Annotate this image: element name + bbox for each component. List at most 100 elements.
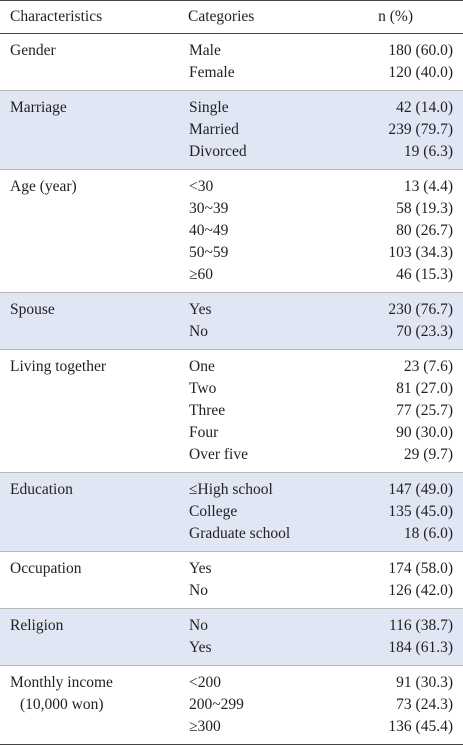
count-cell: 29 (9.7) <box>403 446 453 463</box>
category-cell: No <box>189 617 208 634</box>
category-cell: One <box>189 358 215 375</box>
count-cell: 13 (4.4) <box>403 178 453 195</box>
characteristic-cell <box>0 580 188 609</box>
category-cell: Yes <box>189 301 212 318</box>
characteristic-cell: Living together <box>0 350 188 379</box>
count-cell: 18 (6.0) <box>403 525 453 542</box>
characteristic-cell <box>0 523 188 552</box>
table-row: Married 239 (79.7) <box>0 119 463 141</box>
characteristic-label: Spouse <box>10 301 55 318</box>
category-cell: Two <box>189 380 217 397</box>
category-cell: Male <box>189 42 221 59</box>
table-row: Education ≤High school 147 (49.0) <box>0 473 463 502</box>
count-cell: 73 (24.3) <box>396 696 453 713</box>
table-row: Spouse Yes 230 (76.7) <box>0 293 463 322</box>
characteristic-cell <box>0 242 188 264</box>
characteristic-cell <box>0 220 188 242</box>
table-row: ≥60 46 (15.3) <box>0 264 463 293</box>
count-cell: 239 (79.7) <box>388 121 453 138</box>
count-cell: 147 (49.0) <box>388 481 453 498</box>
category-cell: <30 <box>189 178 214 195</box>
characteristic-cell: Age (year) <box>0 170 188 199</box>
category-cell: No <box>189 582 208 599</box>
count-cell: 136 (45.4) <box>388 718 453 735</box>
header-row: Characteristics Categories n (%) <box>0 0 463 34</box>
category-cell: Three <box>189 402 226 419</box>
row-group: Gender Male 180 (60.0) Female 120 (40.0) <box>0 34 463 91</box>
category-cell: Yes <box>189 560 212 577</box>
category-cell: ≤High school <box>189 481 273 498</box>
table-row: Two 81 (27.0) <box>0 378 463 400</box>
category-cell: 40~49 <box>189 222 229 239</box>
count-cell: 58 (19.3) <box>396 200 453 217</box>
characteristic-label: Monthly income <box>10 674 113 691</box>
table-row: No 70 (23.3) <box>0 321 463 350</box>
characteristic-cell: Gender <box>0 34 188 63</box>
category-cell: No <box>189 323 208 340</box>
category-cell: ≥60 <box>189 266 214 283</box>
characteristic-cell <box>0 198 188 220</box>
table-row: Monthly income <200 91 (30.3) <box>0 666 463 695</box>
table-row: Age (year) <30 13 (4.4) <box>0 170 463 199</box>
count-cell: 46 (15.3) <box>396 266 453 283</box>
category-cell: 30~39 <box>189 200 229 217</box>
row-group: Monthly income <200 91 (30.3) (10,000 won) 2… <box>0 666 463 745</box>
table-row: Occupation Yes 174 (58.0) <box>0 552 463 581</box>
category-cell: Single <box>189 99 229 116</box>
count-cell: 116 (38.7) <box>389 617 453 634</box>
table-row: Yes 184 (61.3) <box>0 637 463 666</box>
count-cell: 81 (27.0) <box>396 380 453 397</box>
characteristic-sublabel: (10,000 won) <box>20 696 104 713</box>
characteristic-cell <box>0 400 188 422</box>
characteristic-cell <box>0 716 188 745</box>
row-group: Living together One 23 (7.6) Two 81 (27.0) Th… <box>0 350 463 473</box>
count-cell: 91 (30.3) <box>396 674 453 691</box>
count-cell: 230 (76.7) <box>388 301 453 318</box>
category-cell: Yes <box>189 639 212 656</box>
table-row: College 135 (45.0) <box>0 501 463 523</box>
category-cell: Female <box>189 64 235 81</box>
category-cell: Four <box>189 424 219 441</box>
header-cell: Categories <box>188 0 339 34</box>
category-cell: Married <box>189 121 239 138</box>
row-group: Marriage Single 42 (14.0) Married 239 (79.7)… <box>0 90 463 170</box>
characteristic-cell <box>0 141 188 170</box>
count-cell: 80 (26.7) <box>396 222 453 239</box>
characteristic-label: Education <box>10 481 73 498</box>
characteristic-cell <box>0 637 188 666</box>
count-cell: 126 (42.0) <box>388 582 453 599</box>
count-cell: 120 (40.0) <box>388 64 453 81</box>
row-group: Religion No 116 (38.7) Yes 184 (61.3) <box>0 608 463 666</box>
characteristic-cell <box>0 62 188 91</box>
category-cell: <200 <box>189 674 221 691</box>
header-cell: Characteristics <box>0 0 188 34</box>
count-cell: 19 (6.3) <box>403 143 453 160</box>
characteristic-cell <box>0 119 188 141</box>
count-cell: 174 (58.0) <box>388 560 453 577</box>
characteristic-cell <box>0 444 188 473</box>
characteristic-cell: Religion <box>0 609 188 638</box>
characteristic-label: Living together <box>10 358 106 375</box>
row-group: Education ≤High school 147 (49.0) College 13… <box>0 472 463 552</box>
table-row: 40~49 80 (26.7) <box>0 220 463 242</box>
category-cell: ≥300 <box>189 718 221 735</box>
category-cell: Divorced <box>189 143 247 160</box>
table-row: 30~39 58 (19.3) <box>0 198 463 220</box>
characteristic-cell <box>0 321 188 350</box>
table-header: Characteristics Categories n (%) <box>0 0 463 34</box>
characteristic-cell: Spouse <box>0 293 188 322</box>
characteristic-cell: Education <box>0 473 188 502</box>
count-cell: 90 (30.0) <box>396 424 453 441</box>
characteristic-label: Marriage <box>10 99 67 116</box>
table-row: ≥300 136 (45.4) <box>0 716 463 745</box>
count-cell: 103 (34.3) <box>388 244 453 261</box>
count-cell: 70 (23.3) <box>396 323 453 340</box>
table-row: 50~59 103 (34.3) <box>0 242 463 264</box>
characteristic-label: Gender <box>10 42 56 59</box>
table-row: Graduate school 18 (6.0) <box>0 523 463 552</box>
header-cell: n (%) <box>338 0 463 34</box>
count-cell: 184 (61.3) <box>388 639 453 656</box>
table-row: (10,000 won) 200~299 73 (24.3) <box>0 694 463 716</box>
